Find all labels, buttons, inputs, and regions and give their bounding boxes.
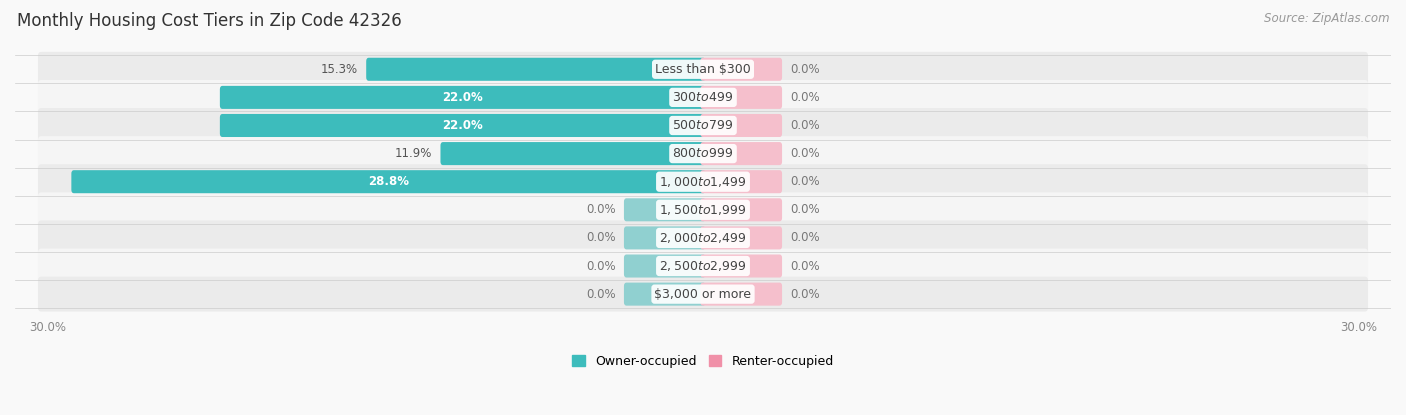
Text: $1,000 to $1,499: $1,000 to $1,499: [659, 175, 747, 189]
FancyBboxPatch shape: [38, 277, 1368, 312]
Text: 0.0%: 0.0%: [586, 288, 616, 300]
Text: Source: ZipAtlas.com: Source: ZipAtlas.com: [1264, 12, 1389, 25]
Text: 0.0%: 0.0%: [790, 91, 820, 104]
FancyBboxPatch shape: [219, 86, 706, 109]
Text: 0.0%: 0.0%: [790, 203, 820, 216]
FancyBboxPatch shape: [38, 80, 1368, 115]
Text: 0.0%: 0.0%: [790, 63, 820, 76]
FancyBboxPatch shape: [38, 136, 1368, 171]
Legend: Owner-occupied, Renter-occupied: Owner-occupied, Renter-occupied: [572, 355, 834, 368]
FancyBboxPatch shape: [700, 198, 782, 221]
Text: $300 to $499: $300 to $499: [672, 91, 734, 104]
FancyBboxPatch shape: [700, 86, 782, 109]
FancyBboxPatch shape: [700, 114, 782, 137]
FancyBboxPatch shape: [38, 52, 1368, 87]
Text: $3,000 or more: $3,000 or more: [655, 288, 751, 300]
FancyBboxPatch shape: [700, 227, 782, 249]
FancyBboxPatch shape: [624, 198, 706, 221]
Text: 0.0%: 0.0%: [790, 119, 820, 132]
FancyBboxPatch shape: [624, 227, 706, 249]
Text: Monthly Housing Cost Tiers in Zip Code 42326: Monthly Housing Cost Tiers in Zip Code 4…: [17, 12, 402, 30]
Text: Less than $300: Less than $300: [655, 63, 751, 76]
Text: $800 to $999: $800 to $999: [672, 147, 734, 160]
Text: $500 to $799: $500 to $799: [672, 119, 734, 132]
Text: $1,500 to $1,999: $1,500 to $1,999: [659, 203, 747, 217]
Text: $2,000 to $2,499: $2,000 to $2,499: [659, 231, 747, 245]
Text: $2,500 to $2,999: $2,500 to $2,999: [659, 259, 747, 273]
Text: 0.0%: 0.0%: [586, 259, 616, 273]
FancyBboxPatch shape: [366, 58, 706, 81]
Text: 0.0%: 0.0%: [790, 288, 820, 300]
Text: 0.0%: 0.0%: [586, 232, 616, 244]
FancyBboxPatch shape: [624, 254, 706, 278]
Text: 22.0%: 22.0%: [443, 119, 484, 132]
Text: 11.9%: 11.9%: [395, 147, 432, 160]
FancyBboxPatch shape: [700, 58, 782, 81]
FancyBboxPatch shape: [38, 164, 1368, 199]
FancyBboxPatch shape: [38, 193, 1368, 227]
FancyBboxPatch shape: [219, 114, 706, 137]
Text: 15.3%: 15.3%: [321, 63, 359, 76]
FancyBboxPatch shape: [700, 254, 782, 278]
FancyBboxPatch shape: [700, 283, 782, 305]
Text: 0.0%: 0.0%: [790, 175, 820, 188]
FancyBboxPatch shape: [624, 283, 706, 305]
FancyBboxPatch shape: [700, 170, 782, 193]
Text: 0.0%: 0.0%: [790, 259, 820, 273]
FancyBboxPatch shape: [38, 108, 1368, 143]
Text: 0.0%: 0.0%: [586, 203, 616, 216]
FancyBboxPatch shape: [440, 142, 706, 165]
FancyBboxPatch shape: [72, 170, 706, 193]
FancyBboxPatch shape: [38, 220, 1368, 255]
FancyBboxPatch shape: [38, 249, 1368, 283]
FancyBboxPatch shape: [700, 142, 782, 165]
Text: 22.0%: 22.0%: [443, 91, 484, 104]
Text: 0.0%: 0.0%: [790, 232, 820, 244]
Text: 28.8%: 28.8%: [368, 175, 409, 188]
Text: 0.0%: 0.0%: [790, 147, 820, 160]
